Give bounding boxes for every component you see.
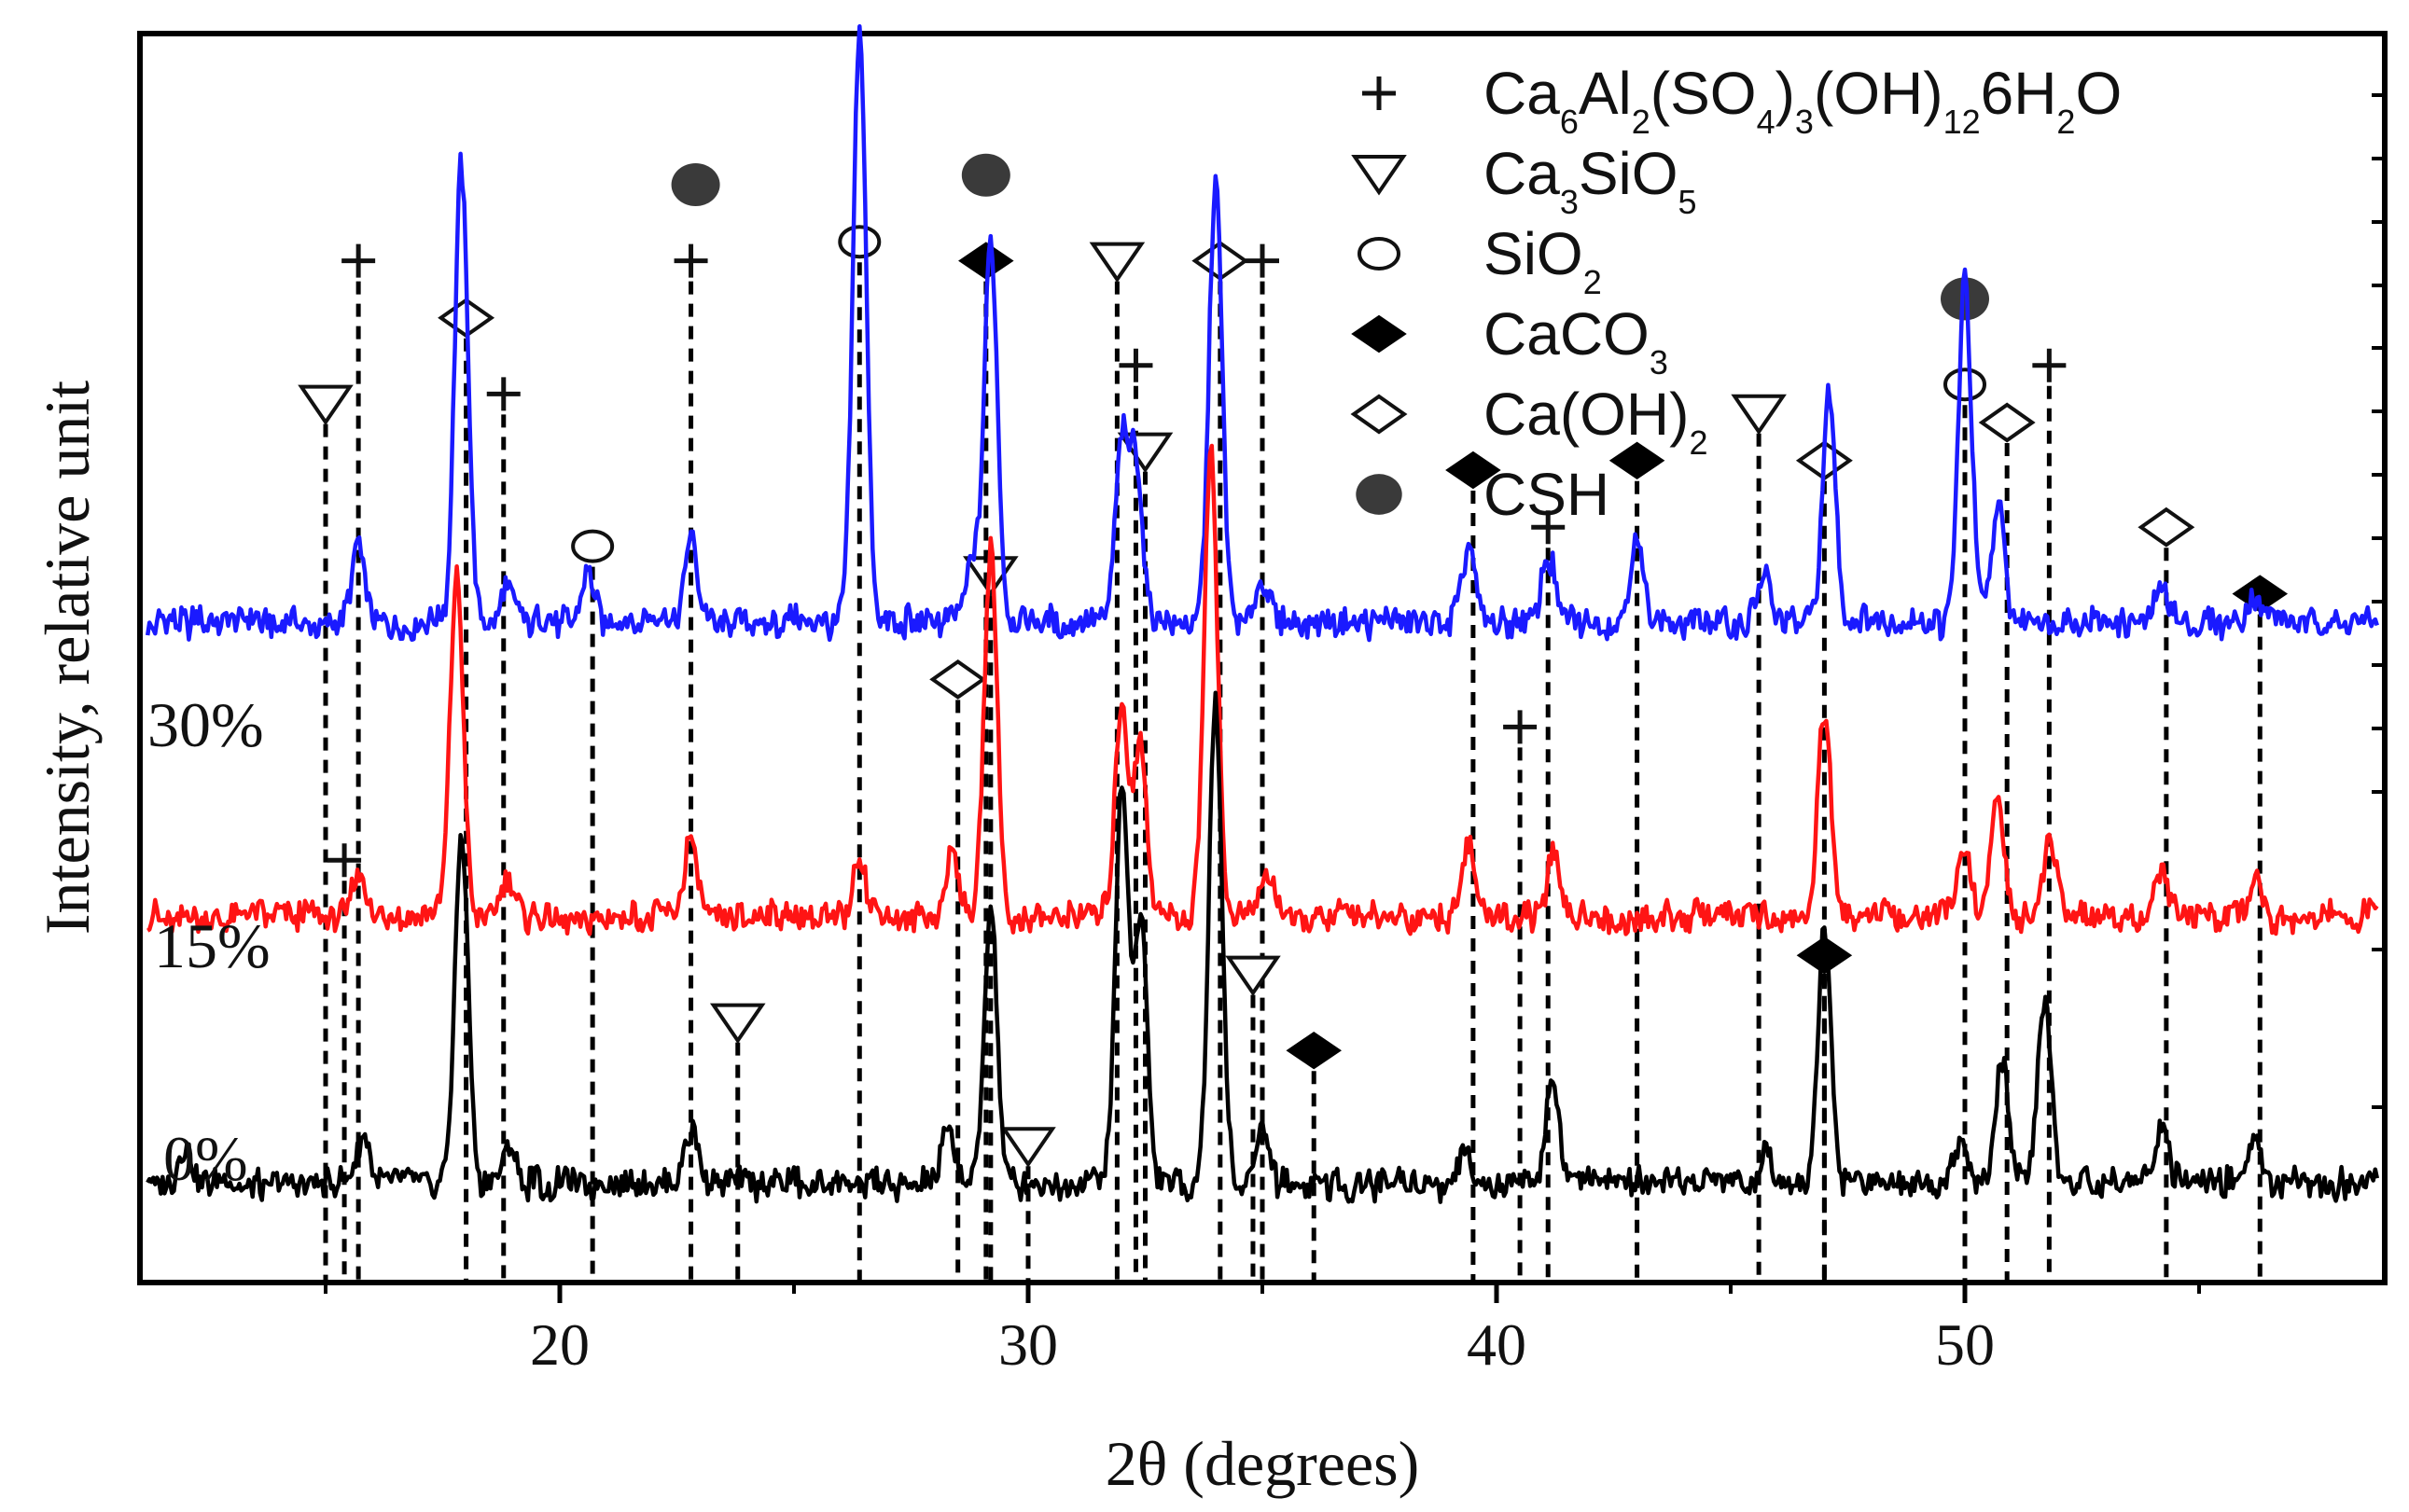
filled-diamond-marker bbox=[1351, 314, 1407, 354]
x-tick-label: 20 bbox=[530, 1311, 590, 1378]
legend-entry-label: SiO2 bbox=[1483, 220, 1602, 301]
legend: Ca6Al2(SO4)3(OH)126H2OCa3SiO5SiO2CaCO3Ca… bbox=[1350, 60, 2122, 528]
triangle-marker bbox=[1000, 1127, 1056, 1168]
plus-marker bbox=[327, 843, 362, 878]
circle-marker bbox=[1358, 237, 1400, 270]
csh-marker bbox=[1941, 277, 1989, 321]
x-axis-label: 2θ (degrees) bbox=[1106, 1428, 1420, 1499]
plus-marker bbox=[1362, 76, 1396, 110]
series-line-30pct bbox=[145, 24, 2379, 643]
triangle-marker bbox=[1351, 155, 1407, 196]
circle-marker bbox=[1943, 368, 1986, 402]
diamond-marker bbox=[929, 659, 987, 700]
triangle-marker bbox=[1731, 394, 1787, 436]
csh-marker bbox=[671, 163, 720, 206]
x-tick-label: 40 bbox=[1467, 1311, 1526, 1378]
legend-entry-label: Ca(OH)2 bbox=[1483, 381, 1707, 462]
series-label-30: 30% bbox=[147, 689, 264, 760]
plus-marker bbox=[2032, 348, 2067, 382]
series-layer bbox=[145, 24, 2380, 1204]
filled-diamond-marker bbox=[1286, 1031, 1343, 1070]
plus-marker bbox=[341, 243, 376, 278]
series-line-0pct bbox=[146, 690, 2380, 1204]
axis-ticks: 20 30 40 50 bbox=[324, 93, 2385, 1378]
phase-markers bbox=[298, 153, 2289, 1283]
plus-marker bbox=[1531, 510, 1566, 545]
filled-diamond-marker bbox=[1796, 936, 1853, 975]
diamond-marker bbox=[2137, 506, 2195, 548]
plus-marker bbox=[1119, 348, 1153, 382]
x-tick-label: 30 bbox=[998, 1311, 1058, 1378]
series-label-15: 15% bbox=[154, 910, 271, 981]
plus-marker bbox=[1503, 710, 1538, 744]
legend-entry-label: CaCO3 bbox=[1483, 300, 1668, 381]
triangle-marker bbox=[298, 384, 354, 426]
circle-marker bbox=[571, 529, 615, 563]
plus-marker bbox=[1246, 243, 1279, 278]
csh-marker bbox=[961, 153, 1010, 197]
triangle-marker bbox=[1089, 242, 1146, 284]
triangle-marker bbox=[1225, 955, 1281, 997]
plus-marker bbox=[674, 243, 708, 278]
diamond-marker bbox=[1350, 394, 1408, 435]
plus-marker bbox=[486, 377, 521, 411]
series-label-0: 0% bbox=[163, 1123, 248, 1194]
y-axis-label: Intensity, relative unit bbox=[32, 381, 103, 935]
x-tick-label: 50 bbox=[1935, 1311, 1995, 1378]
legend-entry-label: CSH bbox=[1483, 461, 1609, 528]
triangle-marker bbox=[709, 1003, 766, 1045]
legend-entry-label: Ca6Al2(SO4)3(OH)126H2O bbox=[1483, 60, 2122, 141]
legend-entry-label: Ca3SiO5 bbox=[1483, 140, 1697, 221]
diamond-marker bbox=[1978, 402, 2036, 443]
csh-marker bbox=[1356, 474, 1402, 515]
filled-diamond-marker bbox=[1445, 451, 1501, 490]
series-line-15pct bbox=[146, 443, 2379, 936]
circle-marker bbox=[838, 225, 882, 259]
filled-diamond-marker bbox=[1608, 441, 1665, 480]
